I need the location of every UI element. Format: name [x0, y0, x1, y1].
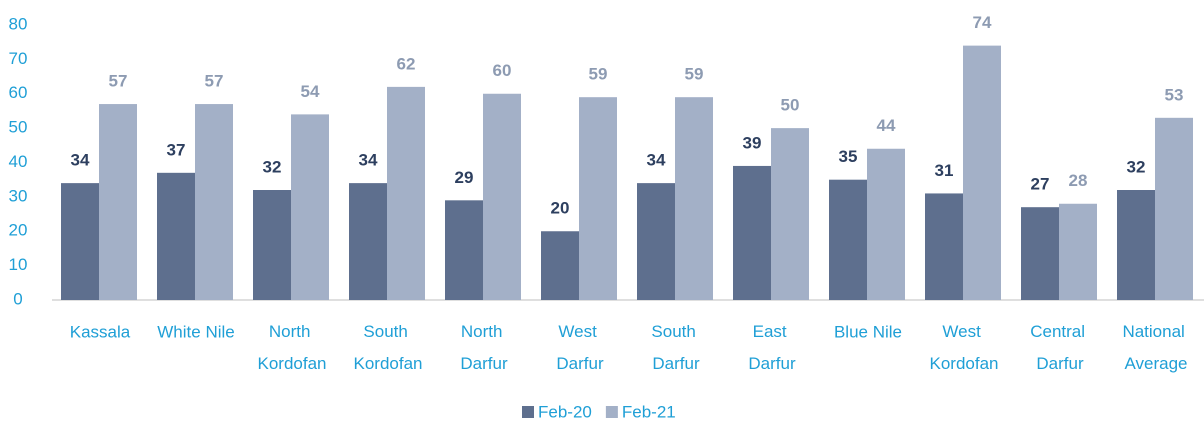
bar	[675, 97, 713, 300]
y-tick-label: 60	[9, 83, 28, 102]
y-tick-label: 0	[13, 289, 22, 308]
data-label: 53	[1165, 85, 1184, 104]
bar	[579, 97, 617, 300]
x-tick-label: West Kordofan	[930, 322, 999, 373]
bar	[733, 165, 771, 300]
x-tick-label: South Kordofan	[354, 322, 423, 373]
y-tick-label: 50	[9, 118, 28, 137]
x-tick-label: Kassala	[70, 322, 131, 341]
data-label: 31	[935, 161, 954, 180]
bar	[195, 104, 233, 300]
bar	[771, 128, 809, 300]
bar	[253, 190, 291, 300]
bar	[1059, 203, 1097, 300]
data-label: 28	[1069, 171, 1088, 190]
data-label: 39	[743, 133, 762, 152]
x-tick-label: Central Darfur	[1030, 322, 1090, 373]
x-tick-label: White Nile	[157, 322, 234, 341]
x-tick-label: West Darfur	[556, 322, 604, 373]
y-tick-label: 10	[9, 255, 28, 274]
data-label: 74	[973, 13, 992, 32]
bar	[61, 183, 99, 300]
bar	[349, 183, 387, 300]
data-label: 35	[839, 147, 858, 166]
legend-label: Feb-21	[622, 402, 676, 421]
y-tick-label: 20	[9, 221, 28, 240]
data-label: 20	[551, 199, 570, 218]
data-label: 59	[589, 65, 608, 84]
data-label: 32	[1127, 157, 1146, 176]
data-label: 57	[109, 72, 128, 91]
data-label: 60	[493, 61, 512, 80]
data-label: 32	[263, 157, 282, 176]
data-label: 34	[359, 151, 378, 170]
data-label: 27	[1031, 175, 1050, 194]
bar	[867, 148, 905, 300]
bar	[541, 231, 579, 300]
bar	[445, 200, 483, 300]
bar	[99, 104, 137, 300]
x-tick-label: North Kordofan	[258, 322, 327, 373]
y-tick-label: 80	[9, 14, 28, 33]
x-tick-label: Blue Nile	[834, 322, 902, 341]
x-tick-label: National Average	[1122, 322, 1189, 373]
data-label: 34	[647, 151, 666, 170]
data-label: 62	[397, 54, 416, 73]
bar	[387, 86, 425, 300]
data-label: 54	[301, 82, 320, 101]
bar	[483, 93, 521, 300]
data-label: 57	[205, 72, 224, 91]
bar	[963, 45, 1001, 300]
bar	[829, 179, 867, 300]
data-label: 50	[781, 96, 800, 115]
bar	[637, 183, 675, 300]
y-tick-label: 30	[9, 186, 28, 205]
bar	[925, 193, 963, 300]
data-label: 34	[71, 151, 90, 170]
x-tick-label: East Darfur	[748, 322, 796, 373]
bar	[1117, 190, 1155, 300]
x-tick-label: North Darfur	[460, 322, 508, 373]
bar	[291, 114, 329, 300]
data-label: 29	[455, 168, 474, 187]
legend-swatch	[522, 406, 534, 418]
data-label: 44	[877, 116, 896, 135]
bar	[1155, 117, 1193, 300]
y-tick-label: 70	[9, 49, 28, 68]
legend-swatch	[605, 406, 618, 418]
bar	[1021, 207, 1059, 300]
x-tick-label: South Darfur	[651, 322, 700, 373]
bar	[157, 172, 195, 300]
data-label: 59	[685, 65, 704, 84]
legend-label: Feb-20	[538, 402, 592, 421]
data-label: 37	[167, 140, 186, 159]
y-tick-label: 40	[9, 152, 28, 171]
